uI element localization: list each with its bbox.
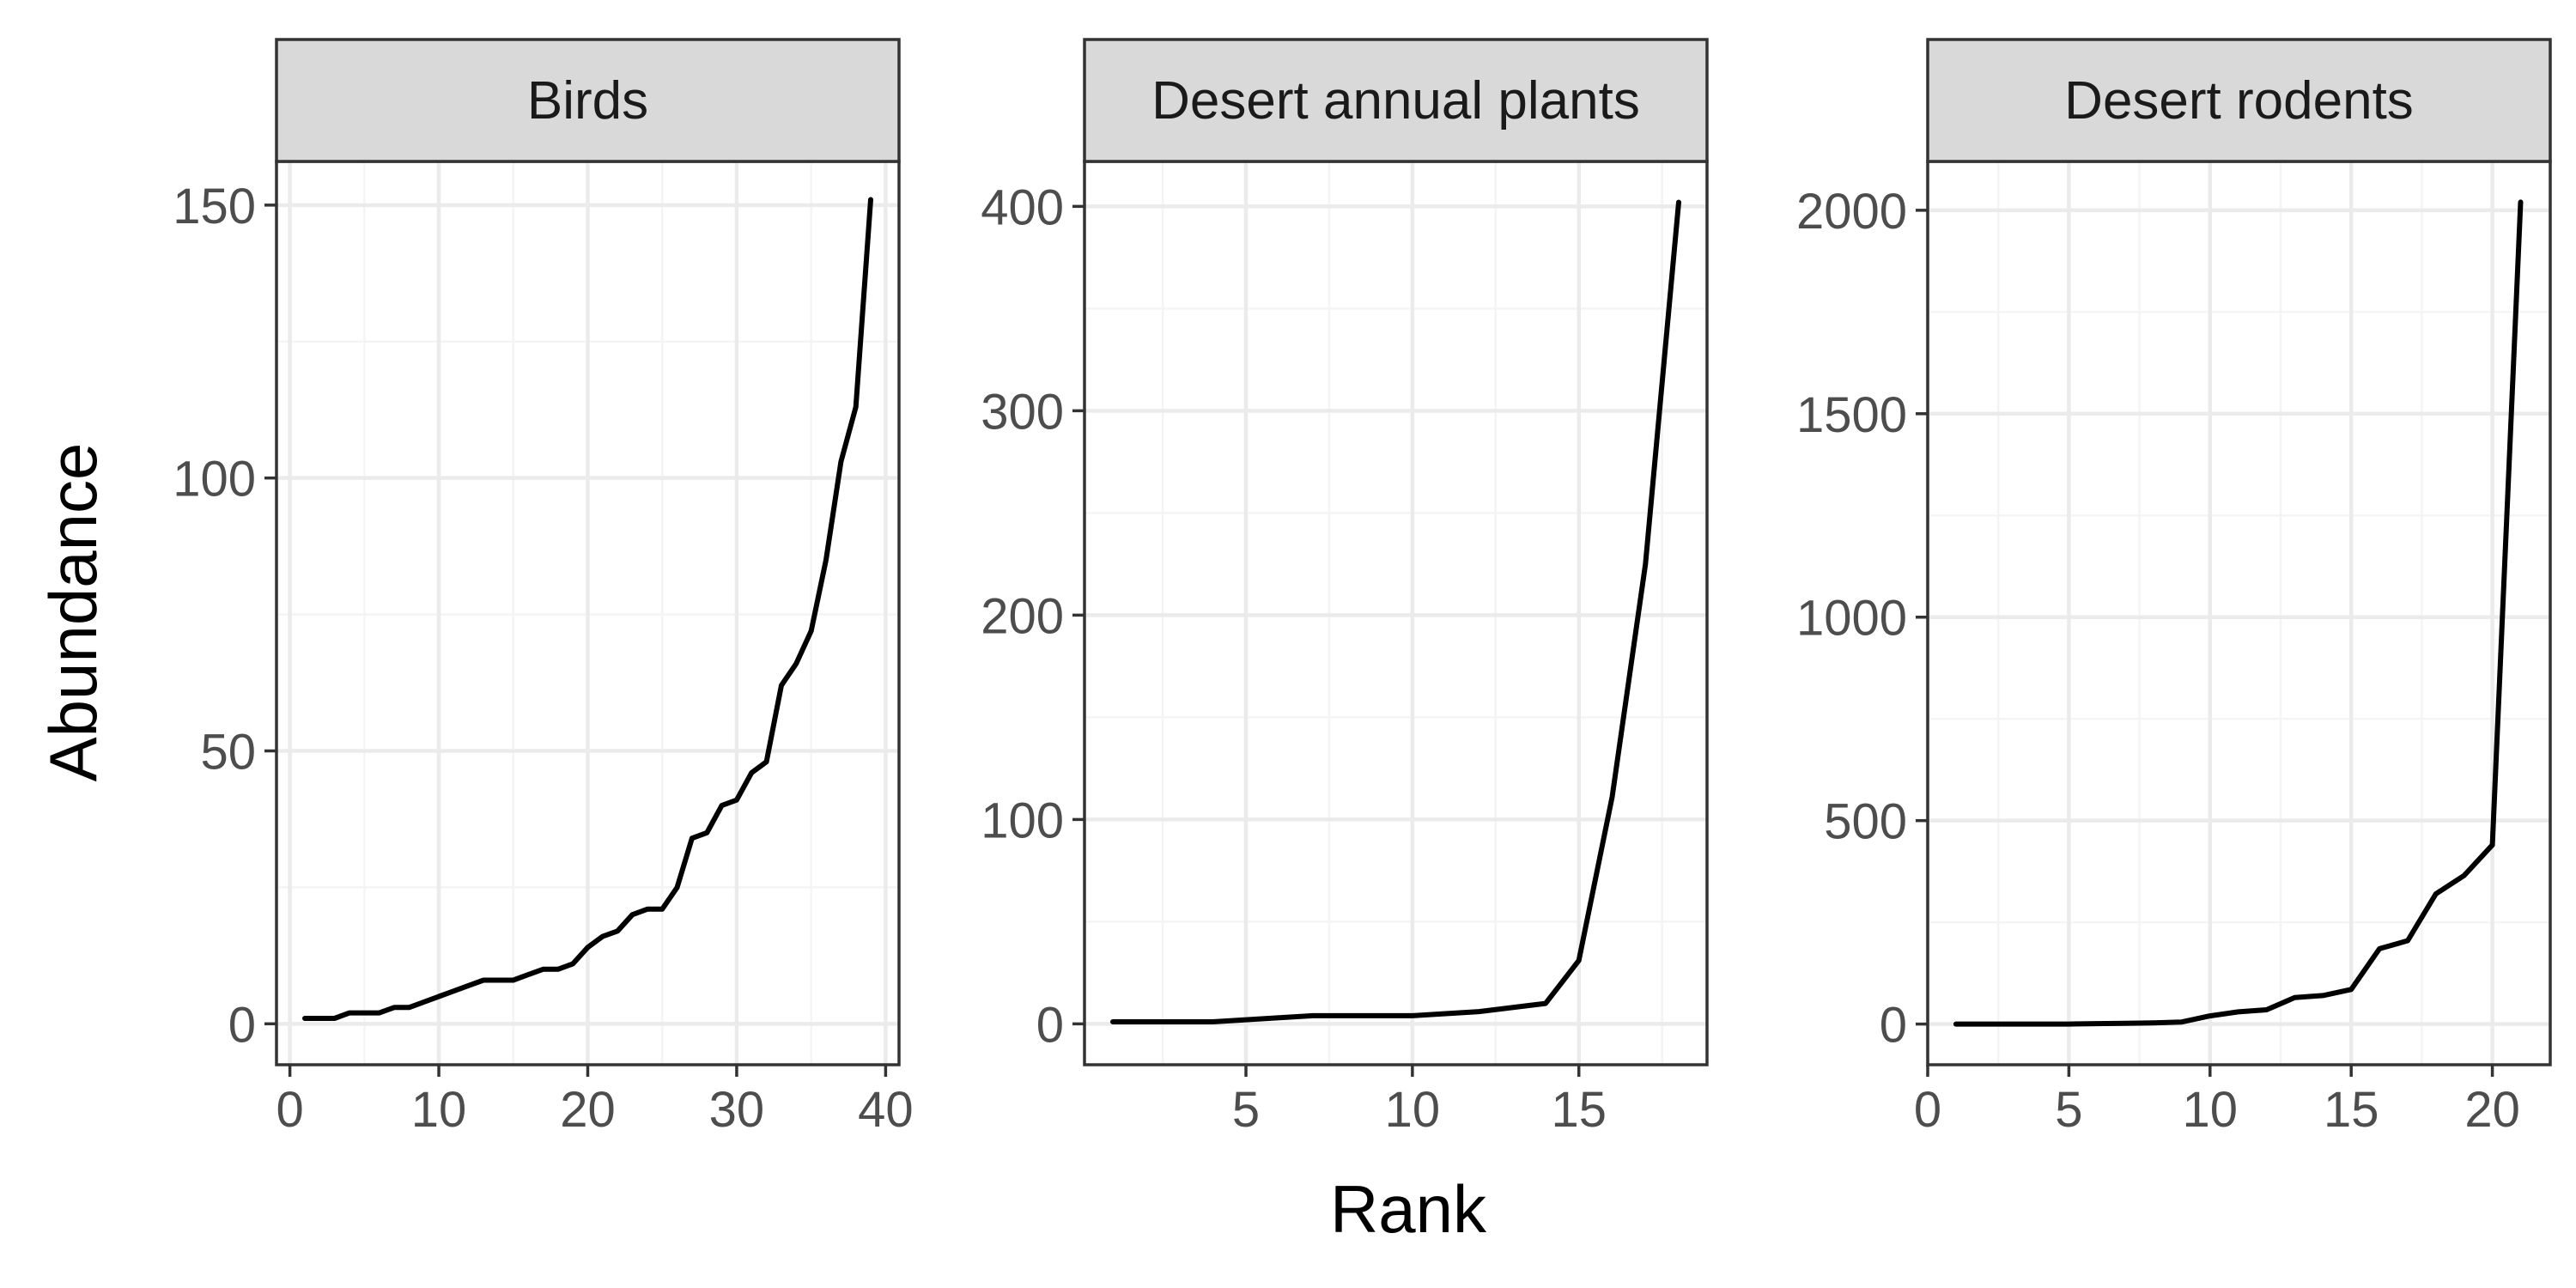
facet-strip — [1926, 38, 2552, 163]
series-line — [1953, 199, 2524, 1027]
series-line — [302, 197, 873, 1021]
x-tick-label: 40 — [858, 1082, 914, 1138]
y-tick-label: 300 — [981, 384, 1064, 440]
facet-panel: Birds 0 10 20 30 40 0 50 100 150 — [173, 38, 914, 1138]
panel-background — [1928, 161, 2550, 1065]
y-tick-label: 150 — [173, 179, 256, 234]
x-tick-label: 20 — [560, 1082, 616, 1138]
series-line — [1110, 199, 1681, 1024]
y-tick-label: 100 — [981, 793, 1064, 848]
x-tick-label: 20 — [2464, 1082, 2520, 1138]
x-tick-label: 0 — [1914, 1082, 1941, 1138]
facet-strip — [1083, 38, 1709, 163]
y-tick-label: 0 — [1880, 998, 1907, 1054]
facet-title: Desert rodents — [2064, 71, 2414, 131]
y-tick-label: 50 — [200, 725, 256, 781]
y-tick-label: 400 — [981, 179, 1064, 235]
x-tick-label: 10 — [2183, 1082, 2239, 1138]
x-tick-label: 0 — [276, 1082, 303, 1138]
y-tick-label: 0 — [1036, 997, 1064, 1053]
panel-background — [1084, 161, 1707, 1065]
y-tick-label: 0 — [228, 997, 256, 1053]
x-axis-title: Rank — [1330, 1171, 1487, 1247]
x-tick-label: 5 — [1232, 1082, 1260, 1138]
x-tick-label: 10 — [411, 1082, 467, 1138]
facet-strip — [275, 38, 901, 163]
y-tick-label: 200 — [981, 588, 1064, 644]
facet-title: Birds — [527, 71, 648, 131]
y-tick-label: 2000 — [1796, 184, 1907, 240]
x-tick-label: 5 — [2055, 1082, 2082, 1138]
y-tick-label: 1500 — [1796, 387, 1907, 443]
y-tick-label: 1000 — [1796, 591, 1907, 647]
facet-title: Desert annual plants — [1151, 71, 1640, 131]
y-tick-label: 100 — [173, 452, 256, 507]
facet-panel: Desert rodents 0 5 10 15 20 0 500 1000 1500 2000 — [1796, 38, 2552, 1138]
x-tick-label: 15 — [1551, 1082, 1607, 1138]
x-tick-label: 10 — [1385, 1082, 1441, 1138]
y-tick-label: 500 — [1824, 794, 1907, 850]
facet-panel: Desert annual plants 5 10 15 0 100 200 300 400 — [981, 38, 1709, 1138]
y-axis-title: Abundance — [35, 443, 111, 782]
x-tick-label: 30 — [709, 1082, 765, 1138]
x-tick-label: 15 — [2324, 1082, 2379, 1138]
